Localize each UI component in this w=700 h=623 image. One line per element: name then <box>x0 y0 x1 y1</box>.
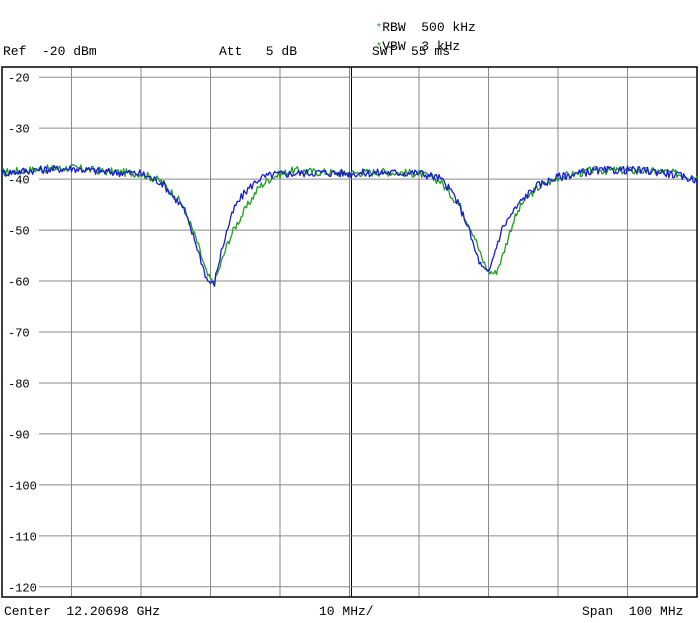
trace-line-1 <box>1 163 698 288</box>
tick-label-bg <box>3 374 39 391</box>
sweep-time-label: SWT 55 ms <box>372 44 451 59</box>
marker-star-vbw: * <box>375 42 383 54</box>
trace-line-2 <box>1 165 698 287</box>
tick-label-bg <box>3 171 39 188</box>
vbw-text: VBW 3 kHz <box>382 39 461 54</box>
y-tick-label: -30 <box>8 123 30 137</box>
tick-label-bg <box>3 120 39 137</box>
tick-label-bg <box>3 578 39 595</box>
y-tick-label: -50 <box>8 225 30 239</box>
span-label: Span 100 MHz <box>582 604 684 619</box>
y-tick-label: -60 <box>8 276 30 290</box>
tick-label-bg <box>3 69 39 86</box>
y-tick-label: -70 <box>8 327 30 341</box>
marker-star-rbw: * <box>375 23 383 35</box>
center-frequency-label: Center 12.20698 GHz <box>4 604 161 619</box>
rbw-label: *RBW 500 kHz <box>360 5 476 37</box>
ref-level-label: Ref -20 dBm <box>3 44 97 59</box>
tick-label-bg <box>3 222 39 239</box>
division-label: 10 MHz/ <box>319 604 374 619</box>
y-tick-label: -110 <box>8 530 37 544</box>
y-tick-label: -80 <box>8 377 30 391</box>
y-tick-label: -40 <box>8 174 30 188</box>
tick-label-bg <box>3 476 39 493</box>
rbw-text: RBW 500 kHz <box>382 20 476 35</box>
y-tick-label: -90 <box>8 428 30 442</box>
y-tick-label: -120 <box>8 581 37 595</box>
tick-label-bg <box>3 527 39 544</box>
attenuation-label: Att 5 dB <box>219 44 298 59</box>
tick-label-bg <box>3 324 39 340</box>
tick-label-bg <box>3 425 39 442</box>
vbw-label: *VBW 3 kHz <box>360 24 461 56</box>
y-tick-label: -20 <box>8 72 30 86</box>
tick-label-bg <box>3 273 39 290</box>
plot-frame <box>1 66 698 598</box>
y-tick-label: -100 <box>8 479 37 493</box>
